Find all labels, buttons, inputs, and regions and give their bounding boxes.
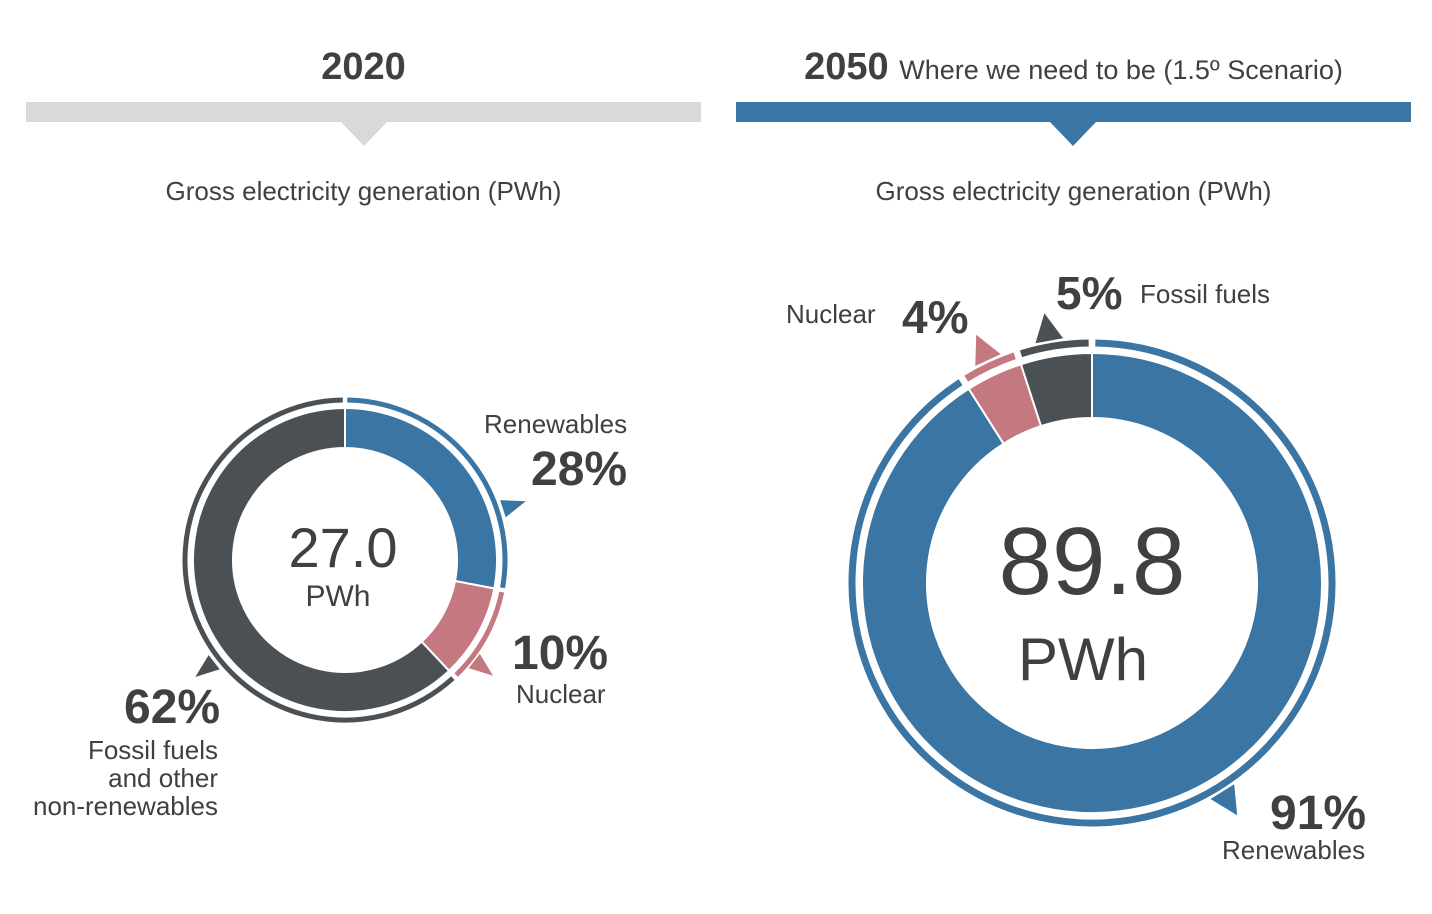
pct-fossil-2050: 5% [1056, 267, 1123, 319]
scenario-label: Where we need to be (1.5º Scenario) [899, 55, 1343, 85]
pct-renewables-2020: 28% [531, 443, 628, 496]
label-fossil-2020-line-1: Fossil fuels [87, 735, 218, 765]
year-title-2050: 2050 Where we need to be (1.5º Scenario) [736, 46, 1432, 89]
banner-bar-2050 [736, 102, 1411, 122]
pointer-renewables-2020 [500, 500, 526, 518]
ring-renewables-2050 [848, 339, 1336, 827]
center-value-2050: 89.8 [998, 508, 1186, 615]
slice-fossil-2050 [1019, 351, 1093, 428]
ring-fossil-2050 [1019, 339, 1089, 358]
year-2050-label: 2050 [804, 46, 889, 88]
center-unit-2050: PWh [1017, 626, 1149, 693]
label-fossil-2020-line-3: non-renewables [32, 791, 218, 821]
ring-fossil-2020 [182, 397, 455, 723]
label-fossil-2020: Fossil fuels and other non-renewables [0, 736, 218, 820]
pointer-nuclear-2050 [975, 334, 1001, 366]
pct-renewables-2050: 91% [1270, 787, 1367, 840]
pct-fossil-2020: 62% [124, 681, 221, 734]
pointer-renewables-2050 [1210, 784, 1238, 816]
banner-bar-2020 [26, 102, 701, 122]
pointer-nuclear-2020 [468, 653, 494, 676]
ring-renewables-2020 [347, 397, 508, 589]
label-fossil-2050: Fossil fuels [1140, 279, 1271, 309]
pointer-fossil-2050 [1035, 313, 1064, 344]
pct-nuclear-2050: 4% [902, 291, 969, 343]
label-nuclear-2050: Nuclear [786, 299, 876, 329]
label-renewables-2020: Renewables [484, 409, 628, 439]
label-fossil-2020-line-2: and other [108, 763, 218, 793]
year-title-2020: 2020 [26, 46, 701, 89]
slice-renewables-2050 [861, 351, 1323, 814]
ring-nuclear-2050 [964, 352, 1016, 382]
banner-pointer-2050 [1050, 122, 1096, 146]
center-unit-2020: PWh [305, 580, 371, 613]
label-nuclear-2020: Nuclear [516, 679, 606, 709]
year-2020-label: 2020 [321, 46, 406, 88]
label-renewables-2050: Renewables [1222, 835, 1366, 865]
slice-fossil-2020 [192, 406, 451, 713]
banner-pointer-2020 [341, 122, 387, 146]
chart-subtitle-2020: Gross electricity generation (PWh) [165, 176, 562, 206]
pointer-fossil-2020 [195, 655, 220, 677]
pct-nuclear-2020: 10% [512, 627, 609, 680]
chart-subtitle-2050: Gross electricity generation (PWh) [875, 176, 1272, 206]
center-value-2020: 27.0 [288, 516, 398, 579]
ring-nuclear-2020 [454, 591, 505, 677]
